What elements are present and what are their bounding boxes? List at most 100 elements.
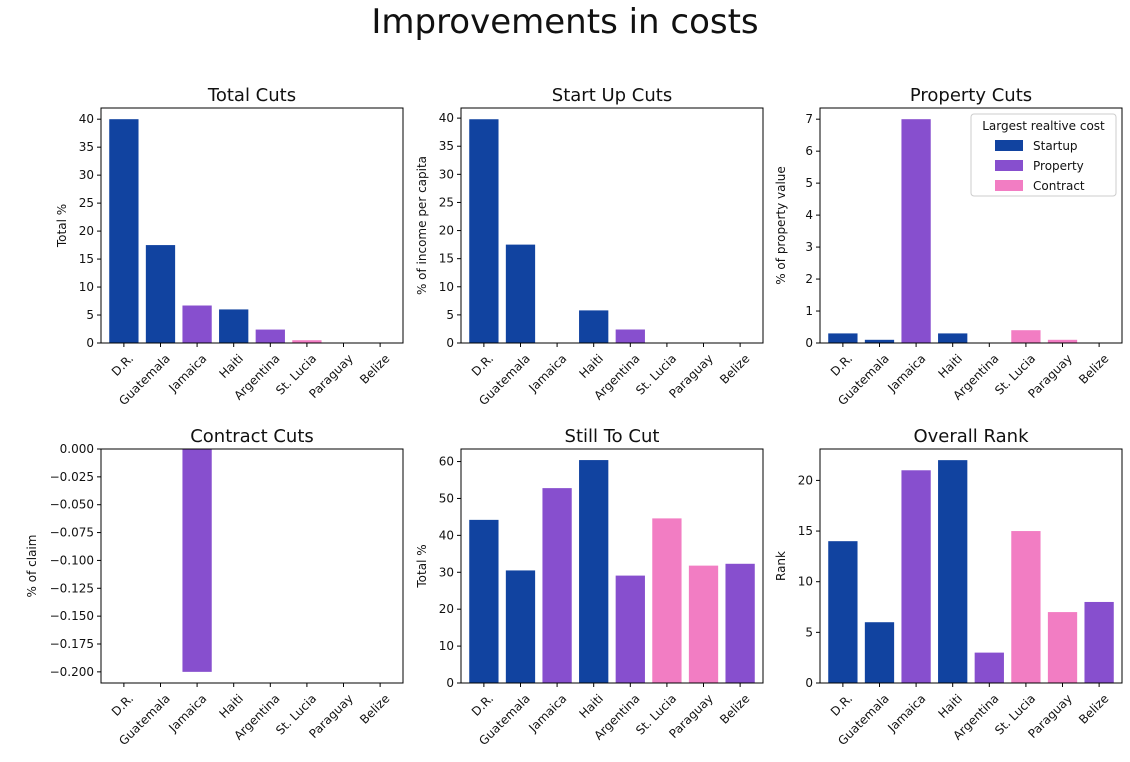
x-tick-label: Belize — [1076, 691, 1111, 726]
y-axis-label: Total % — [415, 544, 429, 588]
y-tick-label: 20 — [439, 224, 454, 238]
y-tick-label: 30 — [439, 167, 454, 181]
bar — [901, 119, 931, 343]
y-axis-label: % of property value — [774, 166, 788, 285]
chart-title: Total Cuts — [207, 85, 296, 106]
legend-label: Property — [1033, 159, 1084, 173]
chart-title: Start Up Cuts — [552, 85, 672, 106]
y-tick-label: 0 — [86, 336, 94, 350]
y-tick-label: 0.000 — [60, 442, 94, 456]
y-tick-label: 10 — [798, 575, 813, 589]
y-tick-label: 25 — [439, 195, 454, 209]
legend-swatch — [995, 140, 1023, 151]
y-tick-label: 20 — [79, 224, 94, 238]
legend-box — [970, 113, 1117, 197]
bar — [579, 460, 609, 683]
y-tick-label: −0.025 — [50, 470, 94, 484]
chart-title: Contract Cuts — [190, 426, 314, 447]
y-tick-label: 10 — [439, 639, 454, 653]
y-tick-label: 40 — [439, 111, 454, 125]
bar — [182, 305, 212, 343]
y-tick-label: 7 — [805, 112, 813, 126]
y-axis-label: Rank — [774, 551, 788, 581]
y-tick-label: 0 — [446, 676, 454, 690]
y-tick-label: 15 — [439, 252, 454, 266]
x-tick-label: Jamaica — [165, 351, 209, 395]
x-tick-label: Haiti — [217, 351, 247, 381]
y-tick-label: 10 — [79, 280, 94, 294]
y-tick-label: 35 — [439, 139, 454, 153]
legend-label: Startup — [1033, 139, 1078, 153]
bar — [292, 340, 322, 343]
bar — [688, 565, 719, 683]
y-tick-label: −0.150 — [50, 609, 94, 623]
bar — [255, 329, 285, 343]
bar — [1084, 601, 1114, 683]
bar — [219, 309, 249, 343]
legend: Largest realtive cost Startup Property Cont… — [970, 113, 1117, 197]
bar — [974, 652, 1004, 683]
bar — [109, 119, 139, 343]
y-tick-label: 30 — [79, 168, 94, 182]
y-tick-label: −0.175 — [50, 637, 94, 651]
legend-title: Largest realtive cost — [982, 119, 1105, 133]
y-tick-label: 5 — [86, 308, 94, 322]
figure-title: Improvements in costs — [371, 2, 759, 42]
bar — [615, 329, 645, 343]
y-tick-label: 0 — [446, 336, 454, 350]
bar — [828, 333, 858, 343]
y-tick-label: 35 — [79, 140, 94, 154]
x-tick-label: Belize — [717, 351, 752, 386]
y-tick-label: −0.075 — [50, 526, 94, 540]
bar — [725, 563, 755, 683]
y-tick-label: 2 — [805, 272, 813, 286]
x-tick-label: Belize — [1076, 351, 1111, 386]
bar — [615, 575, 645, 683]
bar — [864, 622, 895, 683]
plot-frame — [460, 448, 764, 684]
x-tick-label: D.R. — [109, 691, 136, 718]
bar — [1047, 339, 1078, 343]
bar — [1011, 531, 1041, 683]
x-tick-label: D.R. — [828, 691, 855, 718]
bar — [938, 333, 968, 343]
x-tick-label: D.R. — [828, 351, 855, 378]
bar — [182, 449, 212, 672]
legend-swatch — [995, 160, 1023, 171]
y-tick-label: 5 — [446, 308, 454, 322]
y-tick-label: 1 — [805, 304, 813, 318]
y-tick-label: 3 — [805, 240, 813, 254]
bar — [542, 488, 572, 683]
plot-frame — [819, 107, 1123, 344]
y-tick-label: 40 — [439, 528, 454, 542]
x-tick-label: Belize — [357, 691, 392, 726]
y-tick-label: 15 — [79, 252, 94, 266]
bar — [145, 245, 176, 343]
y-tick-label: 15 — [798, 524, 813, 538]
x-tick-label: D.R. — [109, 351, 136, 378]
y-tick-label: 0 — [805, 336, 813, 350]
x-tick-label: Haiti — [577, 351, 607, 381]
y-tick-label: 6 — [805, 144, 813, 158]
x-tick-label: Belize — [717, 691, 752, 726]
y-tick-label: −0.125 — [50, 581, 94, 595]
chart-title: Overall Rank — [913, 426, 1029, 447]
bar — [901, 470, 931, 683]
x-tick-label: D.R. — [469, 691, 496, 718]
x-tick-label: Belize — [357, 351, 392, 386]
y-tick-label: 25 — [79, 196, 94, 210]
legend-swatch — [995, 180, 1023, 191]
bar — [579, 310, 609, 343]
y-tick-label: −0.200 — [50, 665, 94, 679]
y-tick-label: 5 — [805, 176, 813, 190]
y-axis-label: % of income per capita — [415, 156, 429, 295]
y-axis-label: % of claim — [25, 535, 39, 598]
y-tick-label: 40 — [79, 112, 94, 126]
x-tick-label: Haiti — [577, 691, 607, 721]
plot-frame — [819, 448, 1123, 684]
